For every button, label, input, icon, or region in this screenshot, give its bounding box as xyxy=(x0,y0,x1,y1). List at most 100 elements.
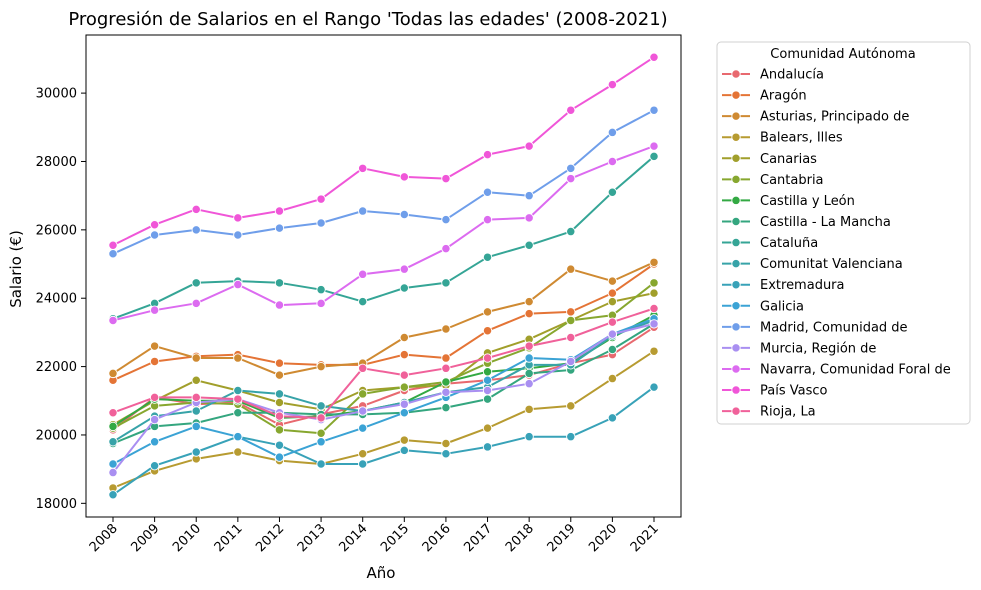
data-point xyxy=(399,445,409,455)
data-point xyxy=(274,411,285,421)
data-point xyxy=(108,490,118,500)
x-tick-label: 2011 xyxy=(212,521,246,555)
data-point xyxy=(316,298,326,308)
data-point xyxy=(191,278,201,288)
legend-marker xyxy=(731,301,741,311)
legend-item: Murcia, Región de xyxy=(722,341,876,356)
data-point xyxy=(607,187,618,197)
series xyxy=(108,52,659,250)
legend-label: Canarias xyxy=(760,152,817,167)
data-point xyxy=(191,353,201,363)
data-point xyxy=(399,264,409,274)
data-point xyxy=(607,317,618,327)
data-point xyxy=(274,358,285,368)
y-tick-label: 24000 xyxy=(36,292,77,307)
legend-label: País Vasco xyxy=(760,384,828,399)
data-point xyxy=(524,432,534,442)
series xyxy=(108,105,659,259)
data-point xyxy=(649,105,659,115)
data-point xyxy=(399,399,409,409)
data-point xyxy=(358,459,368,469)
legend-item: Canarias xyxy=(722,152,817,167)
legend-marker xyxy=(731,111,741,121)
data-point xyxy=(108,368,118,379)
data-point xyxy=(233,353,243,363)
legend-label: Rioja, La xyxy=(760,405,816,420)
data-point xyxy=(108,459,118,469)
data-point xyxy=(316,218,326,228)
data-point xyxy=(524,368,534,379)
data-point xyxy=(607,373,618,384)
data-point xyxy=(316,428,326,438)
series xyxy=(108,303,659,423)
legend-item: Cantabria xyxy=(722,173,824,188)
data-point xyxy=(524,296,534,307)
data-point xyxy=(399,435,409,445)
data-point xyxy=(399,332,409,343)
series-line xyxy=(112,350,655,489)
legend-item: Comunitat Valenciana xyxy=(722,257,903,272)
legend-marker xyxy=(731,406,741,416)
legend-marker xyxy=(731,153,741,163)
data-point xyxy=(524,404,534,414)
legend-items: Andalucía Aragón Asturias, Principado de Ba… xyxy=(722,68,951,420)
data-point xyxy=(649,382,659,392)
data-point xyxy=(316,413,326,423)
data-point xyxy=(482,214,493,225)
data-point xyxy=(441,449,451,459)
data-point xyxy=(149,414,160,425)
data-point xyxy=(482,423,493,433)
data-point xyxy=(441,173,451,184)
data-point xyxy=(233,408,243,418)
data-point xyxy=(607,329,618,339)
data-point xyxy=(566,163,576,173)
legend-marker xyxy=(731,132,741,142)
series xyxy=(108,382,659,500)
data-point xyxy=(482,353,493,363)
series xyxy=(108,257,659,380)
data-point xyxy=(524,341,534,351)
data-point xyxy=(524,213,534,223)
data-point xyxy=(566,432,576,442)
data-point xyxy=(191,225,201,235)
legend-item: Castilla y León xyxy=(722,194,855,209)
data-point xyxy=(399,172,409,182)
data-point xyxy=(482,442,493,452)
legend-label: Extremadura xyxy=(760,278,845,293)
data-point xyxy=(649,319,659,329)
data-point xyxy=(399,209,409,220)
data-point xyxy=(566,105,576,115)
legend-label: Galicia xyxy=(760,299,804,314)
legend-item: Aragón xyxy=(722,89,807,104)
series xyxy=(108,322,659,435)
data-point xyxy=(482,307,493,317)
y-tick-label: 22000 xyxy=(36,360,77,375)
legend-marker xyxy=(731,174,741,185)
data-point xyxy=(399,408,409,418)
data-point xyxy=(233,213,243,223)
data-point xyxy=(441,402,451,413)
data-point xyxy=(524,308,534,319)
data-point xyxy=(191,375,201,385)
data-point xyxy=(233,432,243,442)
data-point xyxy=(358,389,368,399)
data-point xyxy=(441,353,451,363)
data-point xyxy=(358,163,368,173)
data-point xyxy=(482,385,493,396)
legend-item: Balears, Illes xyxy=(722,131,843,146)
data-point xyxy=(191,392,201,403)
data-point xyxy=(524,191,534,201)
chart-title: Progresión de Salarios en el Rango 'Toda… xyxy=(68,9,667,30)
data-point xyxy=(108,408,118,418)
data-point xyxy=(149,461,160,471)
data-point xyxy=(607,288,618,298)
data-point xyxy=(274,397,285,408)
data-point xyxy=(482,394,493,404)
data-point xyxy=(441,244,451,254)
data-point xyxy=(358,423,368,433)
x-tick-label: 2016 xyxy=(420,521,454,555)
data-point xyxy=(482,252,493,262)
data-point xyxy=(649,303,659,314)
legend-label: Cantabria xyxy=(760,173,824,188)
